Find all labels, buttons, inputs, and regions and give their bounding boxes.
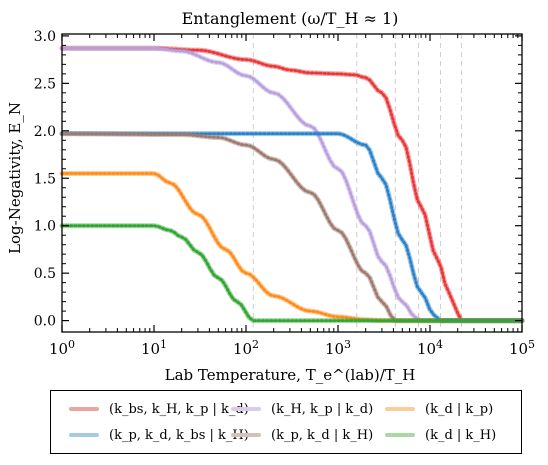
legend-label: (k_p, k_d | k_H): [271, 427, 374, 443]
legend-item: (k_bs, k_H, k_p | k_d): [69, 399, 249, 419]
series-line: [59, 45, 525, 324]
legend-label: (k_d | k_p): [425, 401, 494, 417]
legend-item: (k_d | k_p): [385, 399, 493, 419]
legend-swatch: [385, 433, 415, 437]
x-tick-label: 101: [141, 338, 167, 358]
legend-item: (k_p, k_d, k_bs | k_H): [69, 425, 249, 445]
y-tick-label: 1.5: [34, 171, 56, 187]
series-layer: [59, 45, 525, 324]
chart-title: Entanglement (ω/T_H ≈ 1): [182, 9, 399, 28]
y-tick-label: 2.0: [34, 124, 56, 140]
legend-label: (k_d | k_H): [425, 427, 497, 443]
series-dots: [60, 46, 524, 323]
x-axis-label: Lab Temperature, T_e^(lab)/T_H: [165, 366, 416, 384]
ticks-layer: 100 101 102 103 104 105 0.0 0.5 1.0 1.5 2.0 2.5 3.0: [34, 29, 535, 358]
legend: (k_bs, k_H, k_p | k_d) (k_H, k_p | k_d) …: [50, 390, 522, 454]
series-dots: [60, 46, 524, 323]
plot-frame: [61, 33, 523, 333]
x-tick-label: 104: [417, 338, 443, 358]
legend-label: (k_p, k_d, k_bs | k_H): [109, 427, 249, 443]
legend-swatch: [385, 407, 415, 411]
legend-item: (k_p, k_d | k_H): [231, 425, 373, 445]
x-tick-label: 100: [49, 338, 75, 358]
series-band: [59, 45, 525, 324]
series-line: [59, 45, 525, 324]
y-tick-label: 0.0: [34, 314, 56, 330]
legend-label: (k_H, k_p | k_d): [271, 401, 374, 417]
series-line: [59, 223, 525, 324]
legend-swatch: [231, 407, 261, 411]
legend-label: (k_bs, k_H, k_p | k_d): [109, 401, 249, 417]
reference-lines: [252, 34, 463, 332]
legend-swatch: [231, 433, 261, 437]
y-tick-label: 2.5: [34, 76, 56, 92]
series-band: [59, 45, 525, 324]
legend-item: (k_d | k_H): [385, 425, 496, 445]
legend-item: (k_H, k_p | k_d): [231, 399, 373, 419]
y-axis-label: Log-Negativity, E_N: [6, 102, 24, 254]
legend-swatch: [69, 407, 99, 411]
y-tick-label: 3.0: [34, 29, 56, 45]
y-tick-label: 1.0: [34, 219, 56, 235]
chart: Entanglement (ω/T_H ≈ 1) Log-Negativity,…: [6, 9, 535, 384]
x-tick-label: 103: [325, 338, 351, 358]
x-tick-label: 102: [233, 338, 259, 358]
legend-swatch: [69, 433, 99, 437]
series-dots: [60, 224, 524, 323]
y-tick-label: 0.5: [34, 266, 56, 282]
x-tick-label: 105: [509, 338, 535, 358]
